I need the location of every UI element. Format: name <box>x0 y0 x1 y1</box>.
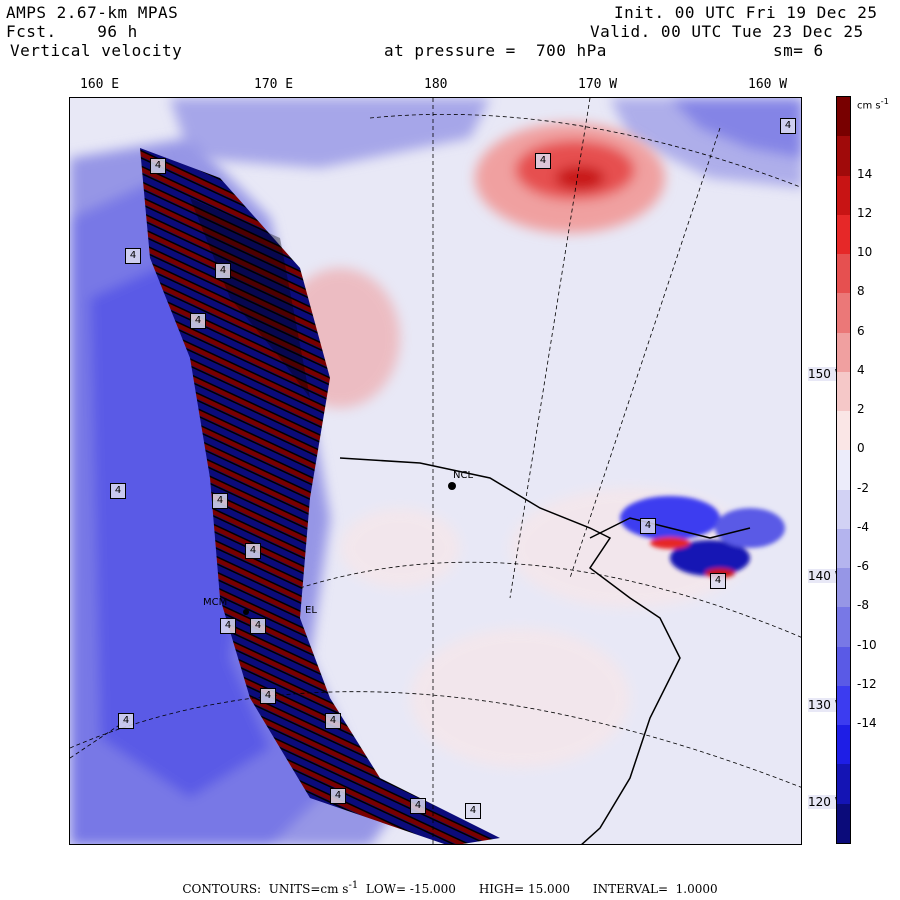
contour-box-label: 4 <box>780 118 796 134</box>
colorbar-segment <box>837 97 850 137</box>
contour-box-label: 4 <box>330 788 346 804</box>
label-mcm: MCM <box>203 597 228 608</box>
colorbar-segment <box>837 764 850 804</box>
colorbar-segment <box>837 293 850 333</box>
contour-box-label: 4 <box>118 713 134 729</box>
colorbar-level-label: 12 <box>857 205 873 220</box>
contour-box-label: 4 <box>215 263 231 279</box>
contour-box-label: 4 <box>260 688 276 704</box>
graticule <box>70 98 801 844</box>
coastline <box>339 457 681 844</box>
ncl-station-marker <box>448 482 456 490</box>
contour-box-label: 4 <box>150 158 166 174</box>
init-time: Init. 00 UTC Fri 19 Dec 25 <box>614 3 878 22</box>
footer-contours: CONTOURS: <box>182 882 262 896</box>
footer-units-exp: -1 <box>348 880 359 891</box>
contour-box-label: 4 <box>710 573 726 589</box>
pressure-level: at pressure = 700 hPa <box>384 41 607 60</box>
variable-name: Vertical velocity <box>10 41 183 60</box>
colorbar-level-label: 8 <box>857 284 865 299</box>
footer-interval: 1.0000 <box>675 882 718 896</box>
colorbar-level-label: 0 <box>857 441 865 456</box>
contour-box-label: 4 <box>250 618 266 634</box>
colorbar-segment <box>837 175 850 215</box>
colorbar-level-label: 14 <box>857 166 873 181</box>
colorbar-level-label: 6 <box>857 323 865 338</box>
lon-tick-170e: 170 E <box>254 77 294 92</box>
colorbar-segment <box>837 646 850 686</box>
colorbar-segment <box>837 136 850 176</box>
colorbar-segment <box>837 411 850 451</box>
footer-high: 15.000 <box>527 882 570 896</box>
contour-box-label: 4 <box>465 803 481 819</box>
valid-time: Valid. 00 UTC Tue 23 Dec 25 <box>590 22 864 41</box>
label-el: EL <box>305 605 317 616</box>
colorbar-segment <box>837 725 850 765</box>
colorbar-level-label: 10 <box>857 245 873 260</box>
colorbar-units: cm s-1 <box>857 96 889 111</box>
red-north-patch <box>475 123 665 233</box>
contour-box-label: 4 <box>190 313 206 329</box>
lon-tick-160e: 160 E <box>80 77 120 92</box>
lon-tick-170w: 170 W <box>578 77 618 92</box>
colorbar-level-label: -4 <box>857 519 869 534</box>
lon-tick-160w: 160 W <box>748 77 788 92</box>
colorbar-segment <box>837 332 850 372</box>
colorbar-segment <box>837 254 850 294</box>
lon-tick-180: 180 <box>424 77 448 92</box>
footer-low: -15.000 <box>409 882 456 896</box>
contour-box-label: 4 <box>212 493 228 509</box>
mountain-gravity-waves <box>140 148 500 844</box>
fcst-value: 96 h <box>97 22 138 41</box>
colorbar-level-label: -6 <box>857 559 869 574</box>
colorbar-level-label: -12 <box>857 676 877 691</box>
colorbar-segment <box>837 607 850 647</box>
contour-box-label: 4 <box>245 543 261 559</box>
model-title: AMPS 2.67-km MPAS <box>6 3 179 22</box>
cb-units-exp: -1 <box>880 96 889 106</box>
smoothing: sm= 6 <box>773 41 824 60</box>
contour-box-label: 4 <box>110 483 126 499</box>
map-field <box>70 98 801 844</box>
colorbar-level-label: 2 <box>857 402 865 417</box>
colorbar-segment <box>837 685 850 725</box>
contour-box-label: 4 <box>325 713 341 729</box>
blue-northeast-region <box>610 98 801 188</box>
footer-interval-label: INTERVAL= <box>592 882 669 896</box>
colorbar-segment <box>837 568 850 608</box>
mcm-station-marker <box>243 609 249 615</box>
blue-north-band <box>170 98 490 168</box>
colorbar-segment <box>837 450 850 490</box>
contour-box-label: 4 <box>220 618 236 634</box>
colorbar-level-label: -8 <box>857 598 869 613</box>
colorbar-level-label: -14 <box>857 716 877 731</box>
colorbar-segment <box>837 371 850 411</box>
dark-shadow-1 <box>190 198 310 398</box>
colorbar-level-label: 4 <box>857 362 865 377</box>
contour-box-label: 4 <box>640 518 656 534</box>
contour-footer: CONTOURS: UNITS=cm s-1 LOW= -15.000 HIGH… <box>0 880 900 896</box>
contour-box-label: 4 <box>125 248 141 264</box>
cb-units-text: cm s <box>857 100 881 112</box>
footer-units: UNITS=cm s <box>268 882 349 896</box>
colorbar-segment <box>837 489 850 529</box>
colorbar-level-label: -2 <box>857 480 869 495</box>
colorbar-segment <box>837 803 850 843</box>
forecast-hour: Fcst. 96 h <box>6 23 138 41</box>
footer-low-label: LOW= <box>365 882 407 896</box>
footer-high-label: HIGH= <box>478 882 525 896</box>
colorbar-level-label: -10 <box>857 637 877 652</box>
contour-box-label: 4 <box>535 153 551 169</box>
contour-box-label: 4 <box>410 798 426 814</box>
fcst-label: Fcst. <box>6 22 57 41</box>
colorbar <box>836 96 851 844</box>
ice-shelf-edge <box>589 517 751 539</box>
colorbar-segment <box>837 214 850 254</box>
colorbar-segment <box>837 528 850 568</box>
label-ncl: NCL <box>453 470 474 481</box>
